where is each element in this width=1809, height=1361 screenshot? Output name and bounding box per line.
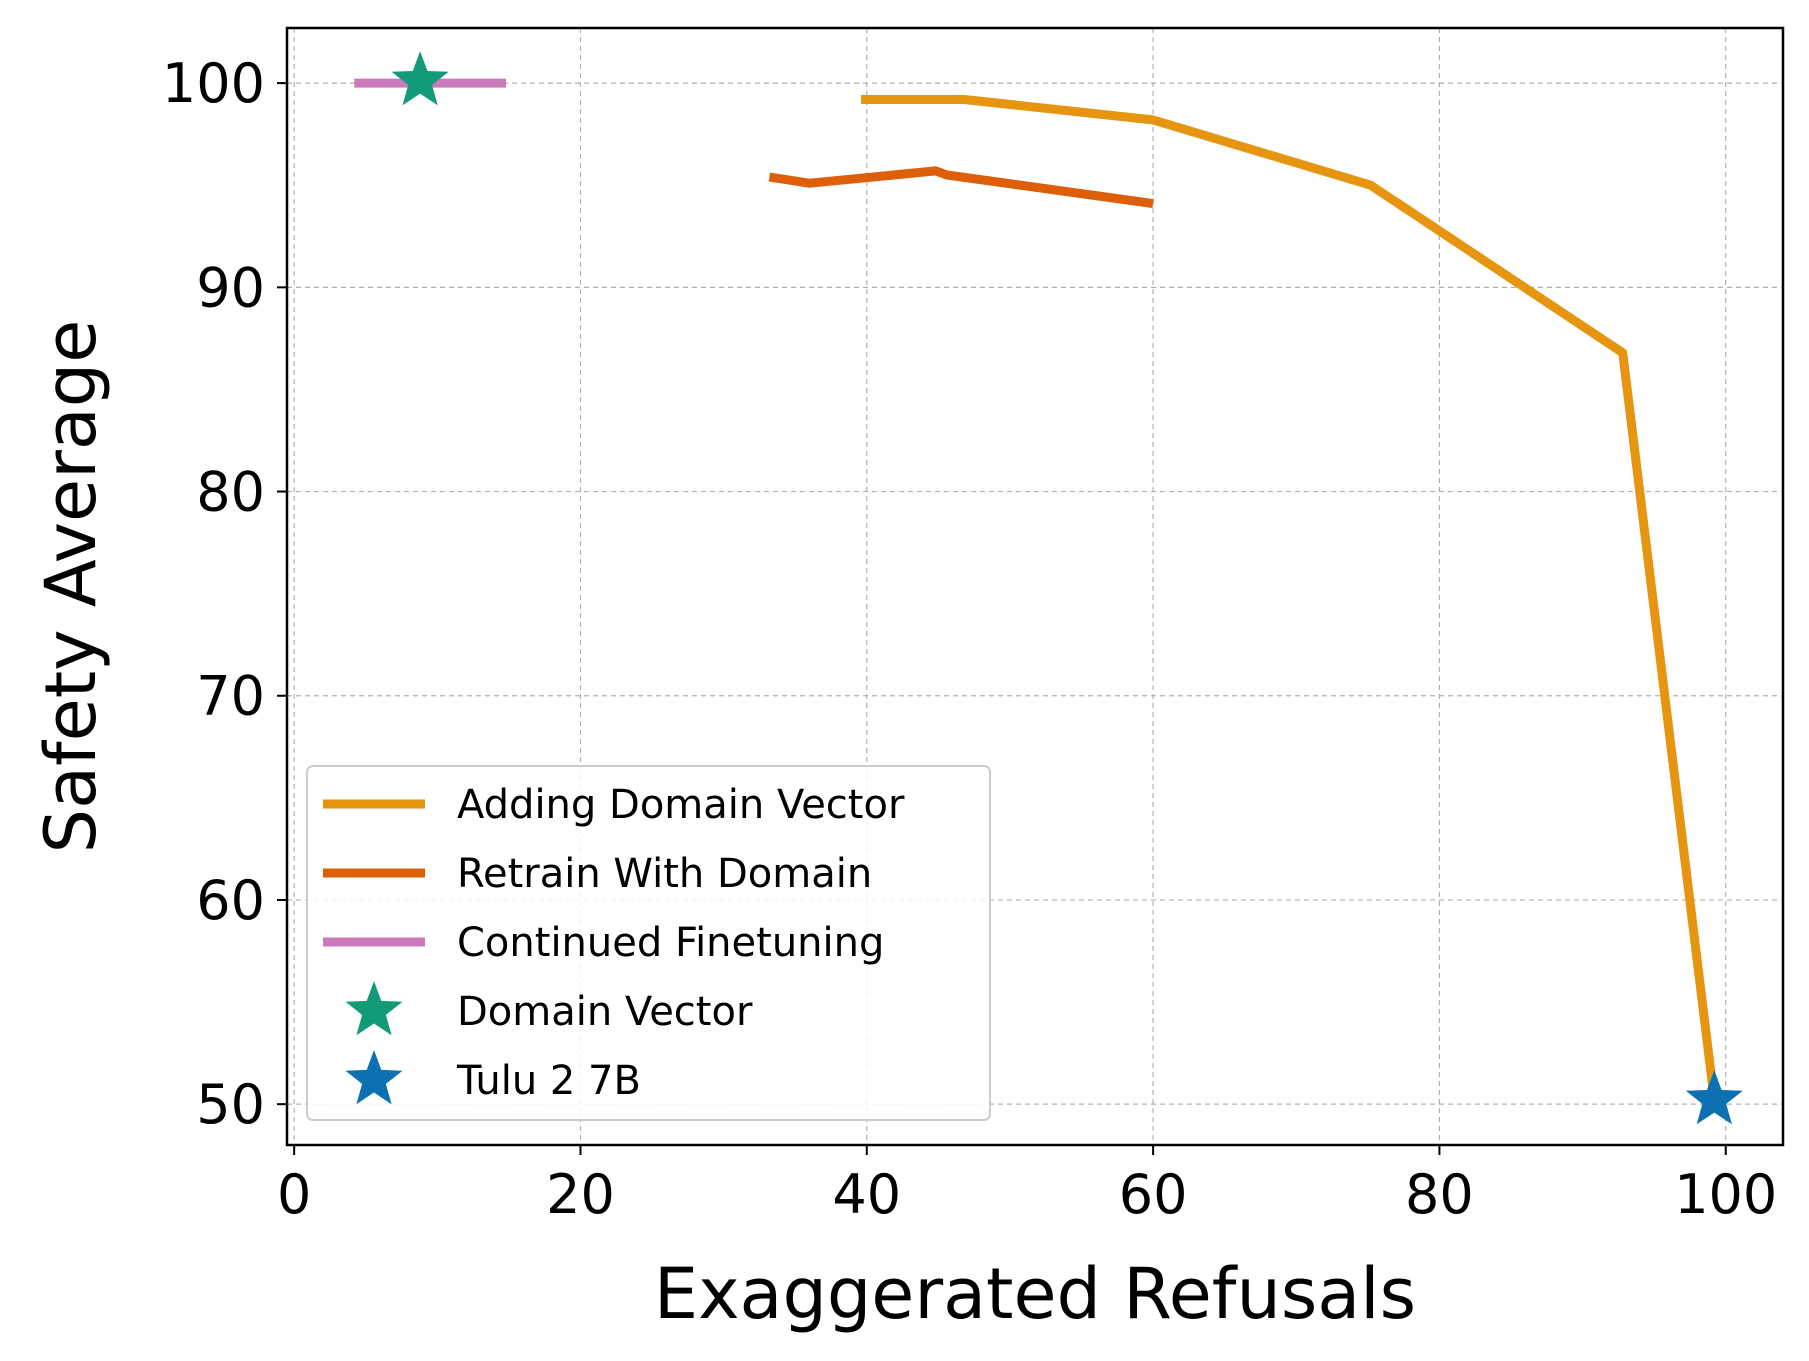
y-tick-label: 70 <box>196 665 265 728</box>
y-tick-label: 100 <box>162 52 265 115</box>
marker-tulu-2-7b <box>1685 1070 1743 1125</box>
series-line-adding-domain-vector <box>861 95 1719 1101</box>
x-axis-title: Exaggerated Refusals <box>654 1253 1416 1335</box>
x-tick-label: 0 <box>277 1163 311 1226</box>
series-layer <box>354 51 1743 1125</box>
legend-label-adding-domain-vector: Adding Domain Vector <box>457 782 905 828</box>
y-tick-label: 90 <box>196 256 265 319</box>
legend-swatch-domain-vector <box>345 981 403 1036</box>
x-tick-label: 80 <box>1405 1163 1474 1226</box>
ticks: 0 20 40 60 80 100 50 60 70 80 90 100 <box>162 52 1777 1226</box>
x-tick-label: 40 <box>832 1163 901 1226</box>
y-tick-label: 80 <box>196 461 265 524</box>
y-tick-label: 60 <box>196 869 265 932</box>
marker-domain-vector <box>391 51 449 106</box>
legend-label-continued-finetuning: Continued Finetuning <box>457 920 884 966</box>
legend-label-retrain-with-domain: Retrain With Domain <box>457 851 872 897</box>
x-tick-label: 60 <box>1119 1163 1188 1226</box>
y-tick-label: 50 <box>196 1073 265 1136</box>
series-line-retrain-with-domain <box>768 166 1154 209</box>
legend-swatch-tulu-2-7b <box>345 1050 403 1105</box>
legend-box <box>306 765 991 1121</box>
x-tick-label: 100 <box>1674 1163 1777 1226</box>
plot-frame <box>285 26 1785 1147</box>
legend-label-domain-vector: Domain Vector <box>457 989 753 1035</box>
x-tick-label: 20 <box>546 1163 615 1226</box>
legend: Adding Domain Vector Retrain With Domain C… <box>306 765 991 1121</box>
legend-label-tulu-2-7b: Tulu 2 7B <box>456 1058 641 1104</box>
y-axis-title: Safety Average <box>30 320 112 854</box>
